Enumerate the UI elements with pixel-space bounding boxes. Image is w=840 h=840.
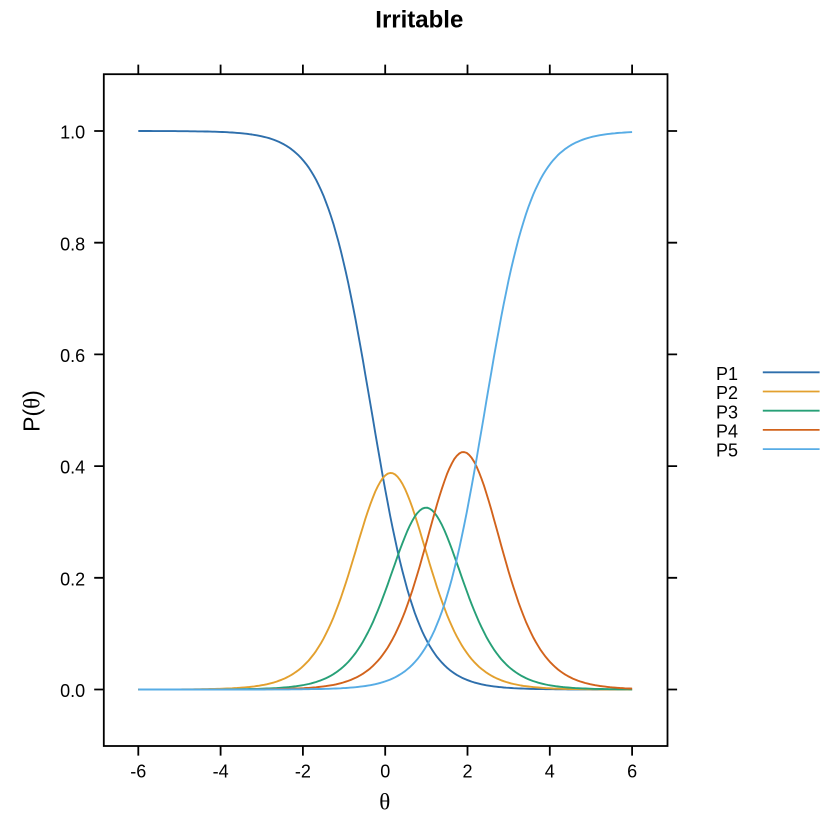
svg-text:-6: -6 (130, 762, 146, 782)
svg-text:-2: -2 (295, 762, 311, 782)
svg-text:P3: P3 (716, 402, 738, 422)
svg-text:0.2: 0.2 (60, 569, 85, 589)
svg-text:1.0: 1.0 (60, 123, 85, 143)
svg-text:P(θ): P(θ) (19, 390, 45, 432)
svg-text:6: 6 (627, 762, 637, 782)
svg-text:0: 0 (380, 762, 390, 782)
svg-text:P2: P2 (716, 383, 738, 403)
svg-text:P4: P4 (716, 422, 738, 442)
svg-text:0.8: 0.8 (60, 234, 85, 254)
svg-text:0.4: 0.4 (60, 458, 85, 478)
svg-text:-4: -4 (213, 762, 229, 782)
svg-text:θ: θ (379, 790, 390, 815)
svg-text:0.6: 0.6 (60, 346, 85, 366)
svg-text:Irritable: Irritable (375, 7, 463, 34)
svg-text:2: 2 (462, 762, 472, 782)
svg-text:P5: P5 (716, 441, 738, 461)
svg-text:0.0: 0.0 (60, 681, 85, 701)
svg-text:4: 4 (545, 762, 555, 782)
svg-text:P1: P1 (716, 364, 738, 384)
